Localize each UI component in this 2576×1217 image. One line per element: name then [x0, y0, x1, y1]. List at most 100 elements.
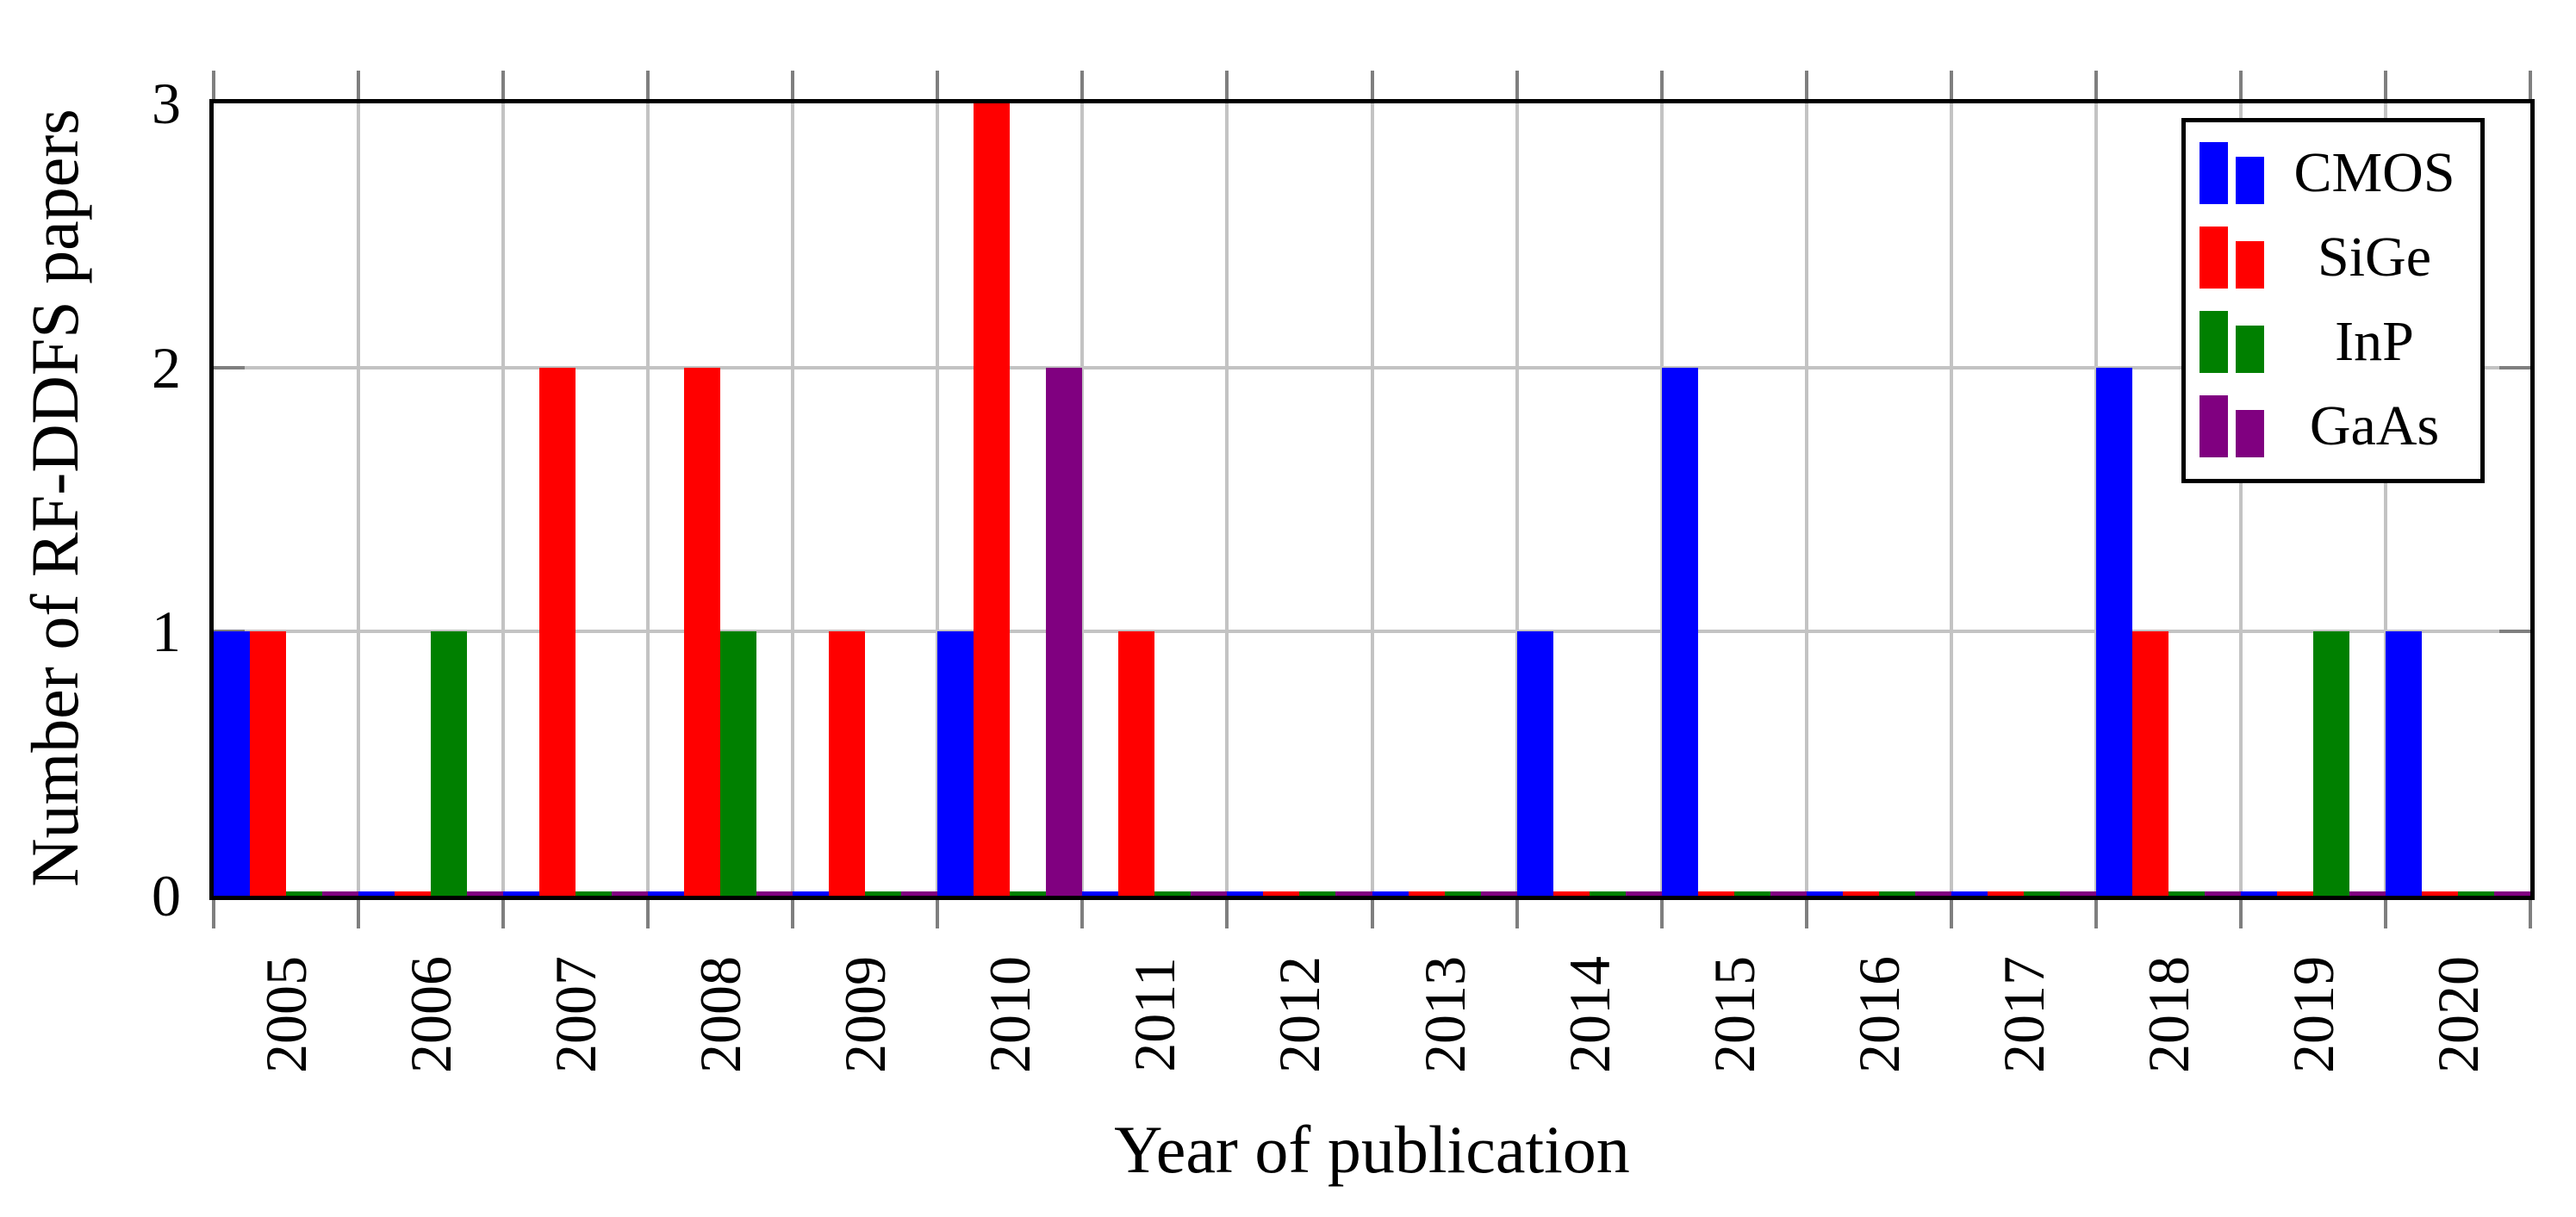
y-axis-tick-left	[214, 630, 245, 634]
xtick-label-2013: 2013	[1411, 956, 1478, 1073]
vertical-gridline	[646, 103, 650, 896]
bar-CMOS-2008	[648, 891, 685, 896]
bar-InP-2006	[431, 631, 468, 896]
legend-bar-swatch	[2236, 241, 2264, 289]
vertical-gridline	[501, 103, 506, 896]
x-axis-tick-bottom	[936, 900, 940, 928]
xtick-label-2016: 2016	[1845, 956, 1912, 1073]
bar-CMOS-2016	[1806, 891, 1843, 896]
bar-GaAs-2010	[1046, 367, 1083, 896]
x-axis-tick-bottom	[646, 900, 650, 928]
bar-InP-2018	[2168, 891, 2205, 896]
bar-InP-2010	[1010, 891, 1047, 896]
bar-CMOS-2012	[1227, 891, 1264, 896]
x-axis-tick-top	[2529, 71, 2532, 99]
bar-GaAs-2020	[2493, 891, 2530, 896]
x-axis-tick-top	[1949, 71, 1953, 99]
bar-series-icon	[2200, 311, 2265, 373]
ytick-label: 3	[152, 71, 181, 136]
legend-entry-SiGe: SiGe	[2186, 215, 2480, 300]
x-axis-tick-top	[1080, 71, 1085, 99]
x-axis-tick-top	[2094, 71, 2098, 99]
bar-InP-2020	[2457, 891, 2494, 896]
bar-CMOS-2010	[937, 631, 974, 896]
bar-CMOS-2019	[2240, 891, 2277, 896]
bar-SiGe-2014	[1552, 891, 1590, 896]
horizontal-gridline	[214, 365, 2530, 369]
x-axis-tick-bottom	[1080, 900, 1085, 928]
x-axis-tick-bottom	[357, 900, 361, 928]
ytick-label: 1	[152, 599, 181, 665]
x-axis-tick-top	[357, 71, 361, 99]
y-axis-tick-left	[214, 365, 245, 369]
bar-CMOS-2015	[1661, 367, 1698, 896]
x-axis-tick-bottom	[2094, 900, 2098, 928]
bar-SiGe-2007	[539, 367, 576, 896]
vertical-gridline	[2383, 103, 2387, 896]
legend-bar-swatch	[2200, 227, 2228, 289]
x-axis-tick-bottom	[1225, 900, 1229, 928]
bar-InP-2009	[865, 891, 902, 896]
legend-bar-swatch	[2236, 326, 2264, 373]
vertical-gridline	[1804, 103, 1808, 896]
x-axis-tick-top	[212, 71, 215, 99]
bar-GaAs-2009	[901, 891, 938, 896]
bar-SiGe-2008	[684, 367, 721, 896]
ytick-label: 0	[152, 863, 181, 928]
vertical-gridline	[1949, 103, 1953, 896]
x-axis-title: Year of publication	[1114, 1112, 1630, 1187]
y-axis-tick-right	[2499, 630, 2530, 634]
legend-label: GaAs	[2309, 394, 2440, 457]
xtick-label-2011: 2011	[1122, 957, 1188, 1072]
bar-GaAs-2017	[2059, 891, 2096, 896]
bar-InP-2019	[2312, 631, 2349, 896]
horizontal-gridline	[214, 630, 2530, 634]
bar-InP-2016	[1878, 891, 1915, 896]
bar-SiGe-2013	[1408, 891, 1445, 896]
bar-SiGe-2020	[2421, 891, 2458, 896]
xtick-label-2006: 2006	[398, 956, 464, 1073]
x-axis-tick-top	[1370, 71, 1374, 99]
plot-area	[209, 71, 2535, 928]
bar-GaAs-2005	[322, 891, 359, 896]
bar-GaAs-2016	[1914, 891, 1951, 896]
legend-entry-CMOS: CMOS	[2186, 131, 2480, 215]
bar-CMOS-2009	[793, 891, 830, 896]
x-axis-tick-top	[936, 71, 940, 99]
vertical-gridline	[791, 103, 795, 896]
vertical-gridline	[2238, 103, 2243, 896]
bar-CMOS-2014	[1516, 631, 1553, 896]
bar-SiGe-2017	[1987, 891, 2024, 896]
legend-label: SiGe	[2318, 226, 2431, 289]
bar-GaAs-2013	[1480, 891, 1517, 896]
legend-entry-InP: InP	[2186, 300, 2480, 384]
bar-SiGe-2012	[1263, 891, 1300, 896]
bar-GaAs-2006	[467, 891, 504, 896]
xtick-label-2014: 2014	[1556, 956, 1622, 1073]
xtick-label-2005: 2005	[253, 956, 320, 1073]
xtick-label-2015: 2015	[1701, 956, 1767, 1073]
bar-InP-2012	[1299, 891, 1336, 896]
bar-InP-2011	[1154, 891, 1192, 896]
x-axis-tick-top	[2238, 71, 2243, 99]
bar-SiGe-2005	[250, 631, 287, 896]
x-axis-tick-bottom	[1949, 900, 1953, 928]
bar-SiGe-2010	[974, 103, 1011, 896]
x-axis-tick-top	[1515, 71, 1519, 99]
x-axis-tick-bottom	[501, 900, 506, 928]
bar-CMOS-2013	[1372, 891, 1409, 896]
x-axis-tick-bottom	[1804, 900, 1808, 928]
x-axis-tick-bottom	[2238, 900, 2243, 928]
x-axis-tick-bottom	[2383, 900, 2387, 928]
bar-GaAs-2008	[756, 891, 793, 896]
bar-GaAs-2015	[1770, 891, 1807, 896]
bar-SiGe-2011	[1118, 631, 1155, 896]
bar-SiGe-2015	[1697, 891, 1734, 896]
legend-bar-swatch	[2200, 142, 2228, 204]
x-axis-tick-top	[1659, 71, 1664, 99]
bar-GaAs-2018	[2204, 891, 2241, 896]
x-axis-tick-top	[1225, 71, 1229, 99]
legend: CMOS SiGe InP GaAs	[2181, 118, 2485, 483]
xtick-label-2010: 2010	[977, 956, 1043, 1073]
